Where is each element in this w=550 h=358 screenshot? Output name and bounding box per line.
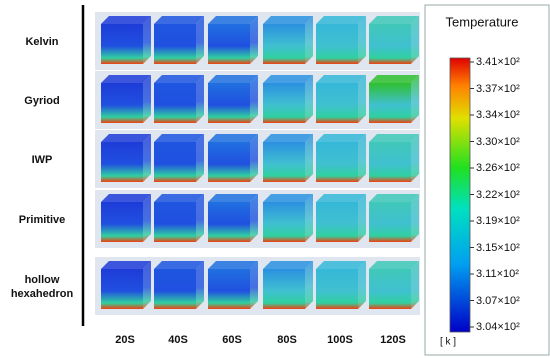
- row-label: Kelvin: [25, 36, 59, 48]
- colorbar-unit: [ k ]: [439, 336, 457, 348]
- cube: [316, 194, 366, 242]
- column-label: 40S: [168, 334, 188, 346]
- column-label: 120S: [380, 334, 406, 346]
- row-label: IWP: [31, 154, 53, 166]
- cube: [208, 261, 258, 309]
- cube: [263, 261, 313, 309]
- cube: [369, 261, 419, 309]
- cube: [101, 75, 151, 123]
- colorbar-tick-label: 3.11×10²: [476, 268, 519, 280]
- cube: [316, 261, 366, 309]
- colorbar-tick-label: 3.34×10²: [476, 109, 520, 121]
- cube: [154, 261, 204, 309]
- cube: [101, 134, 151, 182]
- colorbar-tick-label: 3.19×10²: [476, 215, 520, 227]
- cube: [263, 134, 313, 182]
- cube: [369, 75, 419, 123]
- cube: [316, 16, 366, 64]
- cube: [208, 134, 258, 182]
- cube: [316, 134, 366, 182]
- cube: [208, 16, 258, 64]
- cube: [101, 16, 151, 64]
- column-label: 60S: [222, 334, 242, 346]
- cube: [369, 134, 419, 182]
- cube: [208, 194, 258, 242]
- colorbar-tick-label: 3.41×10²: [476, 56, 520, 68]
- column-label: 20S: [115, 334, 135, 346]
- colorbar-tick-label: 3.37×10²: [476, 82, 520, 95]
- cube: [154, 75, 204, 123]
- cube: [369, 16, 419, 64]
- cube: [154, 194, 204, 242]
- row-label: Gyriod: [24, 95, 60, 107]
- colorbar-tick-label: 3.22×10²: [476, 188, 520, 201]
- colorbar-tick-label: 3.04×10²: [476, 321, 520, 333]
- row-label: hollow hexahedron: [10, 274, 74, 300]
- column-label: 80S: [277, 334, 297, 346]
- colorbar-title: Temperature: [445, 14, 519, 30]
- column-label: 100S: [327, 334, 353, 346]
- cube: [263, 194, 313, 242]
- cube: [154, 16, 204, 64]
- colorbar-tick-label: 3.30×10²: [476, 135, 520, 148]
- row-label: Primitive: [18, 214, 66, 226]
- cube: [101, 194, 151, 242]
- cube: [316, 75, 366, 123]
- cube: [263, 75, 313, 123]
- colorbar-tick-label: 3.07×10²: [476, 294, 520, 307]
- colorbar-tick-label: 3.15×10²: [476, 241, 520, 254]
- cube: [101, 261, 151, 309]
- cube: [263, 16, 313, 64]
- cube: [208, 75, 258, 123]
- colorbar-tick-label: 3.26×10²: [476, 162, 520, 174]
- cube: [369, 194, 419, 242]
- cube: [154, 134, 204, 182]
